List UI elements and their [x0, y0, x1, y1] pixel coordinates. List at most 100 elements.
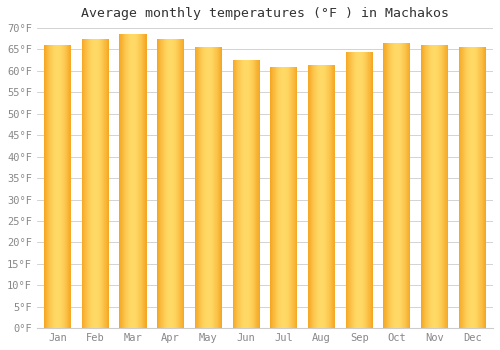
Bar: [175, 39, 176, 328]
Bar: [466, 47, 467, 328]
Bar: [142, 35, 144, 328]
Bar: [276, 66, 278, 328]
Bar: [403, 43, 404, 328]
Bar: [409, 43, 410, 328]
Bar: [481, 47, 482, 328]
Bar: [129, 35, 130, 328]
Bar: [122, 35, 123, 328]
Bar: [385, 43, 386, 328]
Bar: [206, 47, 208, 328]
Bar: [361, 52, 362, 328]
Bar: [445, 45, 446, 328]
Bar: [478, 47, 479, 328]
Bar: [88, 39, 90, 328]
Bar: [308, 64, 309, 328]
Bar: [140, 35, 141, 328]
Bar: [49, 45, 50, 328]
Bar: [464, 47, 466, 328]
Bar: [323, 64, 324, 328]
Bar: [439, 45, 440, 328]
Bar: [170, 39, 171, 328]
Bar: [135, 35, 136, 328]
Bar: [290, 66, 291, 328]
Bar: [293, 66, 294, 328]
Bar: [397, 43, 398, 328]
Bar: [55, 45, 56, 328]
Bar: [68, 45, 69, 328]
Bar: [285, 66, 286, 328]
Bar: [61, 45, 62, 328]
Bar: [319, 64, 320, 328]
Bar: [236, 60, 237, 328]
Bar: [97, 39, 98, 328]
Bar: [125, 35, 126, 328]
Bar: [90, 39, 91, 328]
Bar: [309, 64, 310, 328]
Bar: [432, 45, 433, 328]
Bar: [405, 43, 406, 328]
Bar: [278, 66, 279, 328]
Bar: [399, 43, 400, 328]
Bar: [120, 35, 121, 328]
Bar: [65, 45, 66, 328]
Bar: [205, 47, 206, 328]
Bar: [291, 66, 292, 328]
Bar: [346, 52, 348, 328]
Bar: [479, 47, 480, 328]
Bar: [168, 39, 169, 328]
Bar: [483, 47, 484, 328]
Bar: [438, 45, 439, 328]
Bar: [204, 47, 205, 328]
Bar: [272, 66, 273, 328]
Bar: [84, 39, 85, 328]
Bar: [246, 60, 247, 328]
Bar: [181, 39, 182, 328]
Bar: [447, 45, 448, 328]
Bar: [247, 60, 248, 328]
Bar: [235, 60, 236, 328]
Bar: [324, 64, 326, 328]
Bar: [69, 45, 70, 328]
Bar: [250, 60, 251, 328]
Bar: [240, 60, 241, 328]
Bar: [313, 64, 314, 328]
Bar: [295, 66, 296, 328]
Bar: [362, 52, 363, 328]
Bar: [101, 39, 102, 328]
Bar: [396, 43, 397, 328]
Bar: [296, 66, 297, 328]
Bar: [370, 52, 371, 328]
Bar: [173, 39, 174, 328]
Bar: [244, 60, 245, 328]
Bar: [443, 45, 444, 328]
Bar: [388, 43, 389, 328]
Bar: [57, 45, 58, 328]
Bar: [312, 64, 313, 328]
Bar: [458, 47, 460, 328]
Bar: [473, 47, 474, 328]
Bar: [103, 39, 104, 328]
Bar: [108, 39, 109, 328]
Bar: [442, 45, 443, 328]
Bar: [436, 45, 437, 328]
Bar: [332, 64, 333, 328]
Bar: [429, 45, 430, 328]
Bar: [93, 39, 94, 328]
Bar: [348, 52, 349, 328]
Bar: [100, 39, 101, 328]
Bar: [398, 43, 399, 328]
Bar: [321, 64, 322, 328]
Bar: [424, 45, 425, 328]
Bar: [279, 66, 280, 328]
Bar: [195, 47, 196, 328]
Bar: [162, 39, 163, 328]
Bar: [58, 45, 59, 328]
Bar: [172, 39, 173, 328]
Bar: [282, 66, 283, 328]
Bar: [484, 47, 485, 328]
Bar: [394, 43, 396, 328]
Bar: [44, 45, 45, 328]
Bar: [241, 60, 242, 328]
Bar: [96, 39, 97, 328]
Bar: [134, 35, 135, 328]
